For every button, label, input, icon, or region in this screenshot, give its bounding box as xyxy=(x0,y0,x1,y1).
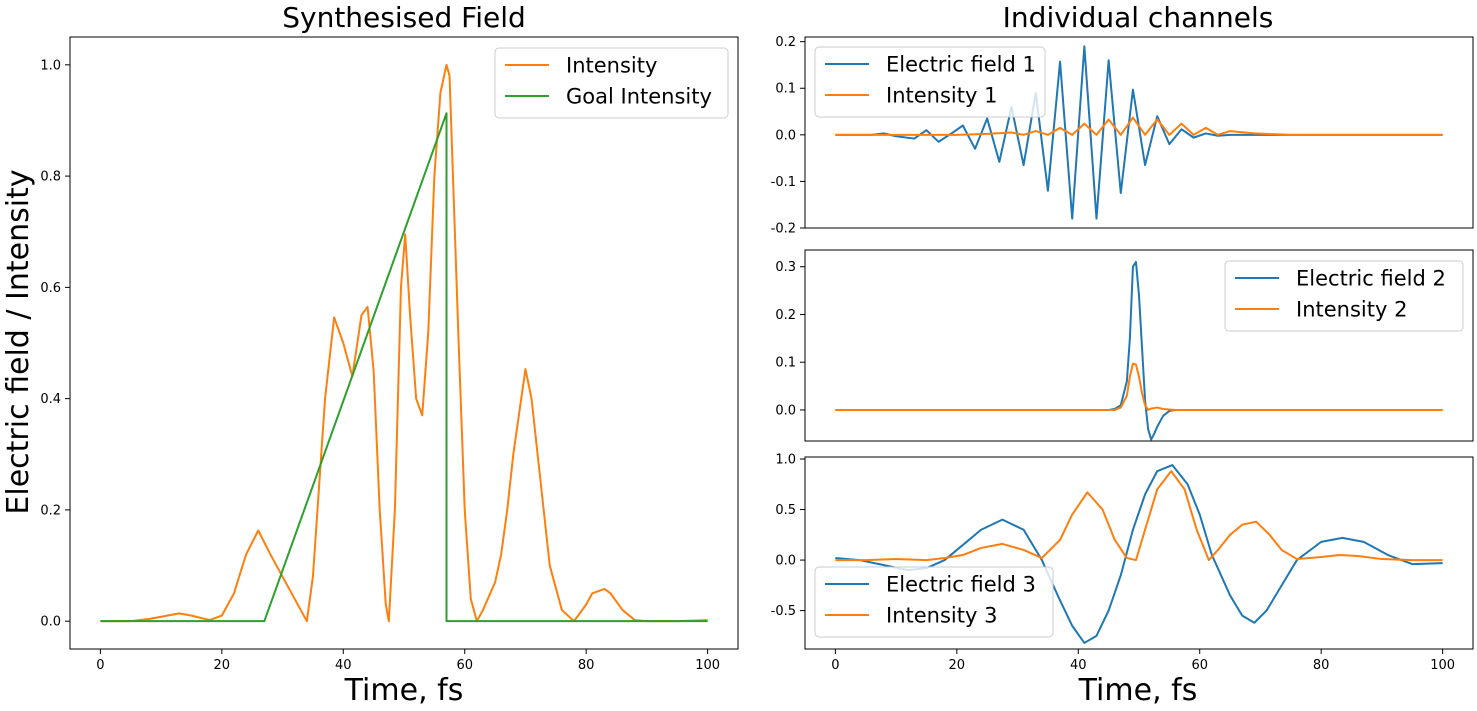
y-tick-label: 0.0 xyxy=(775,554,796,569)
x-tick-label: 0 xyxy=(831,658,839,673)
series-line-intensity xyxy=(100,63,708,623)
y-tick-label: 0.8 xyxy=(40,170,61,185)
legend-box xyxy=(814,46,1046,118)
legend-entry: Intensity xyxy=(566,54,657,78)
left-chart-title: Synthesised Field xyxy=(282,1,526,34)
x-tick-label: 60 xyxy=(456,658,473,673)
series-line-intensity-3 xyxy=(835,470,1443,562)
channel-2-plot-area: 0.0 0.1 0.2 0.3 Electric field 2 Intensity 2 xyxy=(775,249,1474,442)
series-line-goal-intensity xyxy=(100,112,708,623)
left-plot-area: 0.0 0.2 0.4 0.6 0.8 1.0 0 20 40 60 80 100 Intensity G… xyxy=(40,36,739,673)
legend-entry: Electric field 2 xyxy=(1296,267,1446,291)
y-tick-label: 0.0 xyxy=(775,403,796,418)
axes-frame xyxy=(804,249,1474,442)
x-tick-label: 60 xyxy=(1191,658,1208,673)
legend-box xyxy=(494,47,729,119)
x-tick-label: 20 xyxy=(214,658,231,673)
legend: Electric field 2 Intensity 2 xyxy=(1224,260,1464,332)
x-tick-label: 100 xyxy=(695,658,720,673)
x-tick-label: 20 xyxy=(949,658,966,673)
y-tick-label: 0.1 xyxy=(775,82,796,97)
left-x-axis-label: Time, fs xyxy=(344,673,464,708)
series-line-electric-field-2 xyxy=(835,260,1443,441)
legend-entry: Intensity 1 xyxy=(886,84,997,108)
y-tick-label: -0.2 xyxy=(771,222,796,237)
legend-entry: Electric field 1 xyxy=(886,53,1036,77)
y-tick-label: 0.2 xyxy=(775,35,796,50)
y-tick-label: 1.0 xyxy=(775,453,796,468)
x-tick-label: 0 xyxy=(96,658,104,673)
x-tick-label: 80 xyxy=(1313,658,1330,673)
x-tick-label: 100 xyxy=(1430,658,1455,673)
y-tick-label: -0.1 xyxy=(771,175,796,190)
left-y-axis-label: Electric field / Intensity xyxy=(1,169,36,514)
y-tick-label: -0.5 xyxy=(771,604,796,619)
channel-1-plot-area: -0.2 -0.1 0.0 0.1 0.2 Electric field 1 Intensi… xyxy=(771,35,1474,237)
right-chart-title: Individual channels xyxy=(1003,1,1274,34)
axes-frame xyxy=(69,36,739,650)
legend-box xyxy=(1224,260,1464,332)
legend-entry: Electric field 3 xyxy=(886,573,1036,597)
legend-entry: Intensity 3 xyxy=(886,604,997,628)
x-tick-label: 40 xyxy=(335,658,352,673)
legend: Electric field 3 Intensity 3 xyxy=(814,566,1054,638)
legend: Intensity Goal Intensity xyxy=(494,47,729,119)
y-tick-label: 0.0 xyxy=(40,615,61,630)
right-x-axis-label: Time, fs xyxy=(1078,673,1198,708)
y-tick-label: 0.5 xyxy=(775,503,796,518)
series-line-intensity-2 xyxy=(835,362,1443,411)
y-tick-label: 1.0 xyxy=(40,58,61,73)
y-tick-label: 0.6 xyxy=(40,281,61,296)
y-tick-label: 0.2 xyxy=(775,308,796,323)
y-tick-label: 0.0 xyxy=(775,128,796,143)
y-tick-label: 0.3 xyxy=(775,260,796,275)
x-tick-label: 80 xyxy=(578,658,595,673)
channel-3-plot-area: -0.5 0.0 0.5 1.0 0 20 40 60 80 100 Electric field … xyxy=(771,453,1474,673)
axes-frame xyxy=(804,36,1474,229)
axes-frame xyxy=(804,456,1474,650)
legend-entry: Intensity 2 xyxy=(1296,298,1407,322)
legend-entry: Goal Intensity xyxy=(566,85,712,109)
legend: Electric field 1 Intensity 1 xyxy=(814,46,1046,118)
y-tick-label: 0.2 xyxy=(40,503,61,518)
y-tick-label: 0.1 xyxy=(775,356,796,371)
series-line-intensity-1 xyxy=(835,116,1443,136)
y-tick-label: 0.4 xyxy=(40,392,61,407)
x-tick-label: 40 xyxy=(1070,658,1087,673)
legend-box xyxy=(814,566,1054,638)
series-line-electric-field-3 xyxy=(835,464,1443,644)
